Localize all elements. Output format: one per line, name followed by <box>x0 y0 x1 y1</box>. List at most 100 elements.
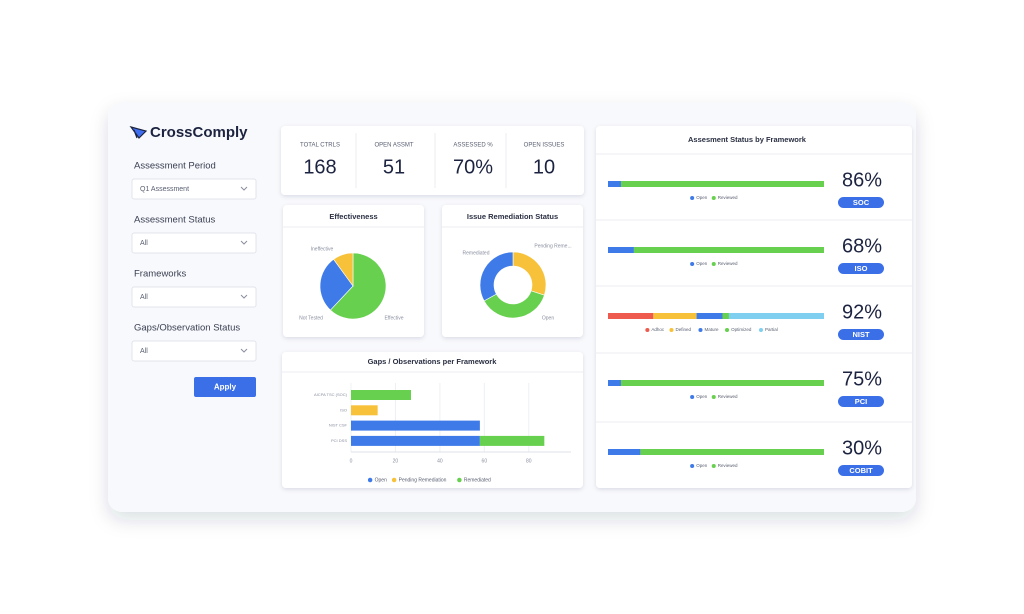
filter-dropdown[interactable] <box>131 286 257 308</box>
legend-label: Reviewed <box>718 261 738 266</box>
filter-value: All <box>140 294 148 301</box>
slice-label: Pending Reme... <box>534 243 571 249</box>
kpi-value: 168 <box>303 156 336 178</box>
pie-slice <box>479 251 514 302</box>
x-tick-label: 0 <box>350 458 353 464</box>
legend-label: Open <box>375 477 387 483</box>
filter-value: All <box>140 240 148 247</box>
y-tick-label: AICPA TSC (SOC) <box>314 392 348 397</box>
legend-dot <box>391 477 397 483</box>
framework-percent: 30% <box>842 437 882 459</box>
kpi-label: TOTAL CTRLS <box>300 143 340 149</box>
filter-label: Gaps/Observation Status <box>134 323 240 334</box>
progress-segment <box>653 313 697 319</box>
legend-dot <box>690 394 695 400</box>
chart-title: Effectiveness <box>329 212 377 221</box>
framework-badge <box>838 197 884 208</box>
apply-label: Apply <box>214 383 237 392</box>
legend-label: Partial <box>765 327 778 332</box>
dropdown-caret <box>240 186 248 191</box>
legend-label: Optimized <box>731 327 752 332</box>
kpi-value: 70% <box>453 156 493 178</box>
legend-label: Mature <box>705 327 720 332</box>
legend-dot <box>758 327 764 333</box>
pie-slice <box>333 252 354 287</box>
x-tick-label: 60 <box>482 458 488 464</box>
legend-label: Defined <box>676 327 692 332</box>
filter-label: Frameworks <box>134 269 187 280</box>
slice-label: Open <box>542 315 554 321</box>
progress-segment <box>722 313 729 319</box>
legend-dot <box>711 394 716 400</box>
legend-dot <box>690 463 695 469</box>
card <box>282 352 583 488</box>
x-tick-label: 20 <box>393 458 399 464</box>
bar-segment <box>351 390 411 400</box>
slice-label: Ineffective <box>311 246 334 252</box>
filter-value: Q1 Assessment <box>140 186 189 193</box>
legend-dot <box>669 327 674 333</box>
slice-label: Effective <box>384 315 403 321</box>
dropdown-caret <box>240 294 248 299</box>
filter-value: All <box>140 348 148 355</box>
dropdown-caret <box>240 240 248 245</box>
bar-segment <box>351 420 480 431</box>
legend-dot <box>690 261 695 267</box>
framework-name: PCI <box>855 397 868 406</box>
legend-label: Reviewed <box>718 463 738 468</box>
legend-label: Adhoc <box>651 327 665 332</box>
progress-segment <box>640 449 824 455</box>
chart-title: Assesment Status by Framework <box>688 135 807 144</box>
legend-label: Open <box>696 394 708 399</box>
filter-label: Assessment Period <box>134 161 216 172</box>
legend-label: Remediated <box>464 477 491 483</box>
legend-label: Open <box>696 261 708 266</box>
card <box>281 126 584 195</box>
slice-label: Not Tested <box>299 315 323 321</box>
framework-percent: 68% <box>842 235 882 257</box>
framework-percent: 92% <box>842 301 882 323</box>
legend-dot <box>367 477 373 483</box>
x-tick-label: 80 <box>526 458 532 464</box>
framework-badge <box>838 396 884 407</box>
x-tick-label: 40 <box>437 458 443 464</box>
logo-icon <box>129 125 148 139</box>
progress-segment <box>608 380 621 386</box>
legend-dot <box>645 327 650 333</box>
progress-segment <box>620 181 824 187</box>
progress-segment <box>696 313 723 319</box>
legend-dot <box>711 463 716 469</box>
progress-segment <box>608 247 634 253</box>
apply-button[interactable] <box>194 377 256 397</box>
progress-segment <box>608 313 654 319</box>
legend-label: Open <box>696 195 708 200</box>
legend-dot <box>690 195 695 201</box>
legend-dot <box>725 327 730 333</box>
bar-segment <box>351 405 378 416</box>
progress-segment <box>620 380 824 386</box>
framework-name: NIST <box>852 330 870 339</box>
slice-label: Remediated <box>463 250 490 256</box>
pie-slice <box>329 252 387 320</box>
legend-dot <box>711 261 716 267</box>
legend-label: Open <box>696 463 708 468</box>
framework-name: COBIT <box>849 466 873 475</box>
framework-percent: 75% <box>842 368 882 390</box>
card <box>442 205 583 337</box>
card <box>596 126 912 488</box>
kpi-label: OPEN ISSUES <box>524 143 565 149</box>
chart-title: Gaps / Observations per Framework <box>368 357 498 366</box>
legend-dot <box>457 477 462 483</box>
framework-badge <box>838 263 884 274</box>
kpi-value: 10 <box>533 156 555 178</box>
filter-dropdown[interactable] <box>131 232 257 254</box>
legend-label: Reviewed <box>718 195 738 200</box>
framework-name: SOC <box>853 198 870 207</box>
filter-dropdown[interactable] <box>131 178 257 200</box>
framework-badge <box>838 465 884 476</box>
filter-label: Assessment Status <box>134 215 216 226</box>
chart-title: Issue Remediation Status <box>467 212 558 221</box>
filter-dropdown[interactable] <box>131 340 257 362</box>
